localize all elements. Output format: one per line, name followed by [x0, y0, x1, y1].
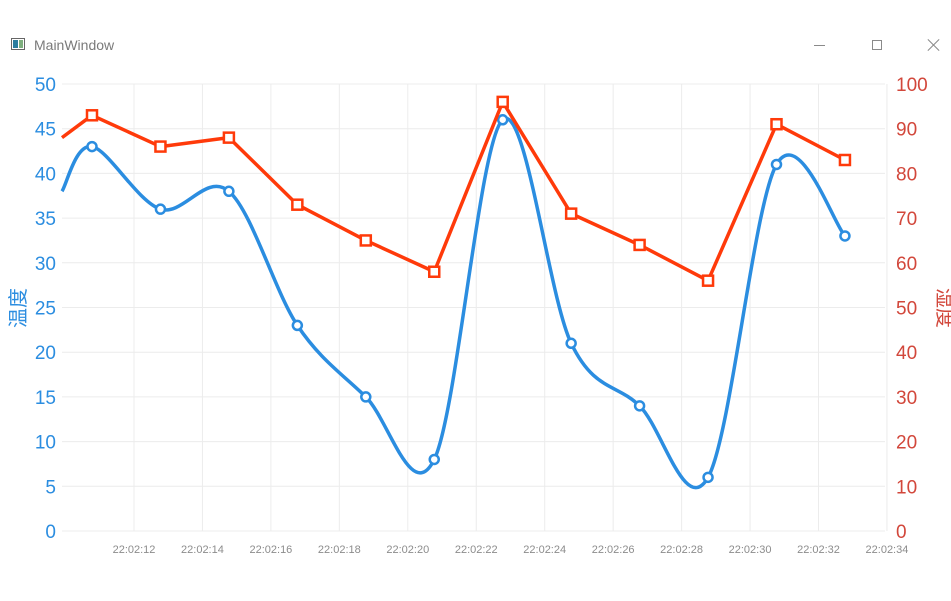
title-bar: MainWindow	[0, 28, 951, 62]
x-tick-label: 22:02:18	[318, 544, 361, 556]
data-point-square	[222, 131, 236, 144]
x-tick-label: 22:02:28	[660, 544, 703, 556]
data-point-circle	[839, 230, 851, 242]
left-tick-label: 35	[35, 209, 56, 230]
right-tick-label: 20	[896, 433, 917, 454]
maximize-icon	[872, 40, 882, 50]
grid-lines	[62, 83, 888, 532]
minimize-icon	[813, 44, 825, 46]
right-tick-label: 40	[896, 343, 917, 364]
left-tick-label: 0	[45, 522, 56, 543]
x-tick-label: 22:02:32	[797, 544, 840, 556]
data-point-square	[633, 238, 646, 252]
minimize-button[interactable]	[796, 28, 842, 62]
data-point-circle	[702, 471, 714, 484]
right-tick-label: 50	[896, 299, 917, 320]
data-point-circle	[291, 319, 304, 332]
data-point-square	[428, 265, 441, 278]
x-tick-label: 22:02:34	[866, 544, 909, 556]
left-tick-label: 50	[35, 75, 56, 96]
data-point-square	[359, 234, 373, 247]
data-point-circle	[496, 114, 509, 126]
right-tick-label: 100	[896, 75, 928, 96]
x-tick-label: 22:02:12	[113, 544, 156, 556]
left-tick-label: 5	[45, 477, 56, 498]
data-point-square	[291, 198, 304, 211]
data-point-square	[154, 140, 167, 153]
data-point-circle	[360, 391, 372, 403]
maximize-button[interactable]	[854, 28, 900, 62]
data-point-circle	[86, 140, 98, 153]
data-point-circle	[633, 400, 646, 412]
x-tick-label: 22:02:30	[729, 544, 772, 556]
x-tick-label: 22:02:14	[181, 544, 224, 556]
right-tick-label: 70	[896, 209, 917, 230]
series-layer	[60, 95, 852, 490]
left-tick-label: 45	[35, 120, 56, 141]
data-point-circle	[154, 203, 167, 215]
left-tick-label: 15	[35, 388, 56, 409]
left-axis-ticks: 0 5 10 15 20 25 30 35 40 45 50	[35, 75, 56, 543]
x-tick-label: 22:02:26	[592, 544, 635, 556]
data-point-square	[496, 95, 509, 109]
app-window-icon	[11, 38, 25, 50]
data-point-square	[838, 153, 852, 167]
left-tick-label: 40	[35, 164, 56, 185]
data-point-circle	[770, 158, 783, 171]
data-point-square	[564, 207, 578, 220]
data-point-circle	[223, 185, 235, 198]
left-tick-label: 25	[35, 299, 56, 320]
right-tick-label: 10	[896, 477, 917, 498]
left-axis-label: 温度	[7, 288, 30, 328]
left-tick-label: 20	[35, 343, 56, 364]
left-tick-label: 10	[35, 433, 56, 454]
data-point-circle	[565, 337, 577, 350]
right-tick-label: 60	[896, 254, 917, 275]
data-point-square	[85, 109, 99, 122]
data-point-circle	[428, 453, 440, 466]
right-axis-label: 湿度	[933, 288, 951, 328]
right-tick-label: 90	[896, 120, 917, 141]
right-tick-label: 0	[896, 522, 907, 543]
x-tick-label: 22:02:16	[249, 544, 292, 556]
data-point-square	[701, 274, 715, 287]
x-tick-label: 22:02:20	[386, 544, 429, 556]
right-tick-label: 80	[896, 164, 917, 185]
right-tick-label: 30	[896, 388, 917, 409]
data-point-square	[770, 117, 783, 131]
x-tick-label: 22:02:22	[455, 544, 498, 556]
x-axis-ticks: 22:02:12 22:02:14 22:02:16 22:02:18 22:02:20…	[113, 544, 909, 556]
left-tick-label: 30	[35, 254, 56, 275]
x-tick-label: 22:02:24	[523, 544, 566, 556]
window-title: MainWindow	[34, 37, 115, 53]
right-axis-ticks: 0 10 20 30 40 50 60 70 80 90 100	[896, 75, 928, 543]
series-line-left	[60, 116, 847, 490]
